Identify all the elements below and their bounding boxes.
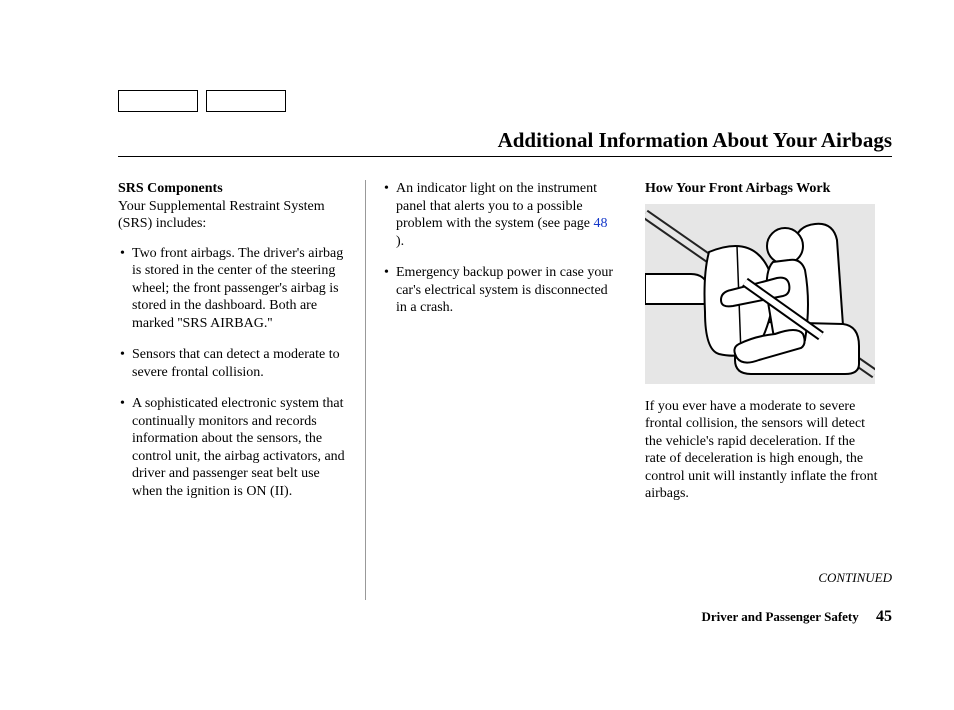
indicator-text-post: ). (396, 234, 404, 249)
footer-section: Driver and Passenger Safety (701, 609, 858, 624)
page-ref-link[interactable]: 48 (594, 216, 608, 231)
airbag-operation-text: If you ever have a moderate to severe fr… (645, 398, 878, 503)
airbag-illustration (645, 204, 875, 384)
nav-box-prev[interactable] (118, 90, 198, 112)
srs-components-heading: SRS Components (118, 180, 351, 198)
list-item: A sophisticated electronic system that c… (118, 395, 351, 500)
content-columns: SRS Components Your Supplemental Restrai… (118, 180, 892, 600)
list-item: Sensors that can detect a moderate to se… (118, 346, 351, 381)
footer-page-number: 45 (876, 608, 892, 625)
column-2: An indicator light on the instrument pan… (365, 180, 629, 600)
list-item: Emergency backup power in case your car'… (382, 264, 615, 317)
srs-list: Two front airbags. The driver's airbag i… (118, 245, 351, 501)
column-1: SRS Components Your Supplemental Restrai… (118, 180, 365, 600)
title-rule (118, 156, 892, 157)
list-item: Two front airbags. The driver's airbag i… (118, 245, 351, 333)
nav-box-next[interactable] (206, 90, 286, 112)
how-airbags-work-heading: How Your Front Airbags Work (645, 180, 878, 198)
srs-intro: Your Supplemental Restraint System (SRS)… (118, 198, 351, 233)
page-title: Additional Information About Your Airbag… (498, 128, 892, 153)
continued-label: CONTINUED (818, 570, 892, 586)
nav-button-row (118, 90, 286, 112)
list-item: An indicator light on the instrument pan… (382, 180, 615, 250)
page-footer: Driver and Passenger Safety 45 (701, 608, 892, 626)
column-3: How Your Front Airbags Work (629, 180, 892, 600)
indicator-text-pre: An indicator light on the instrument pan… (396, 181, 597, 231)
srs-list-continued: An indicator light on the instrument pan… (382, 180, 615, 317)
